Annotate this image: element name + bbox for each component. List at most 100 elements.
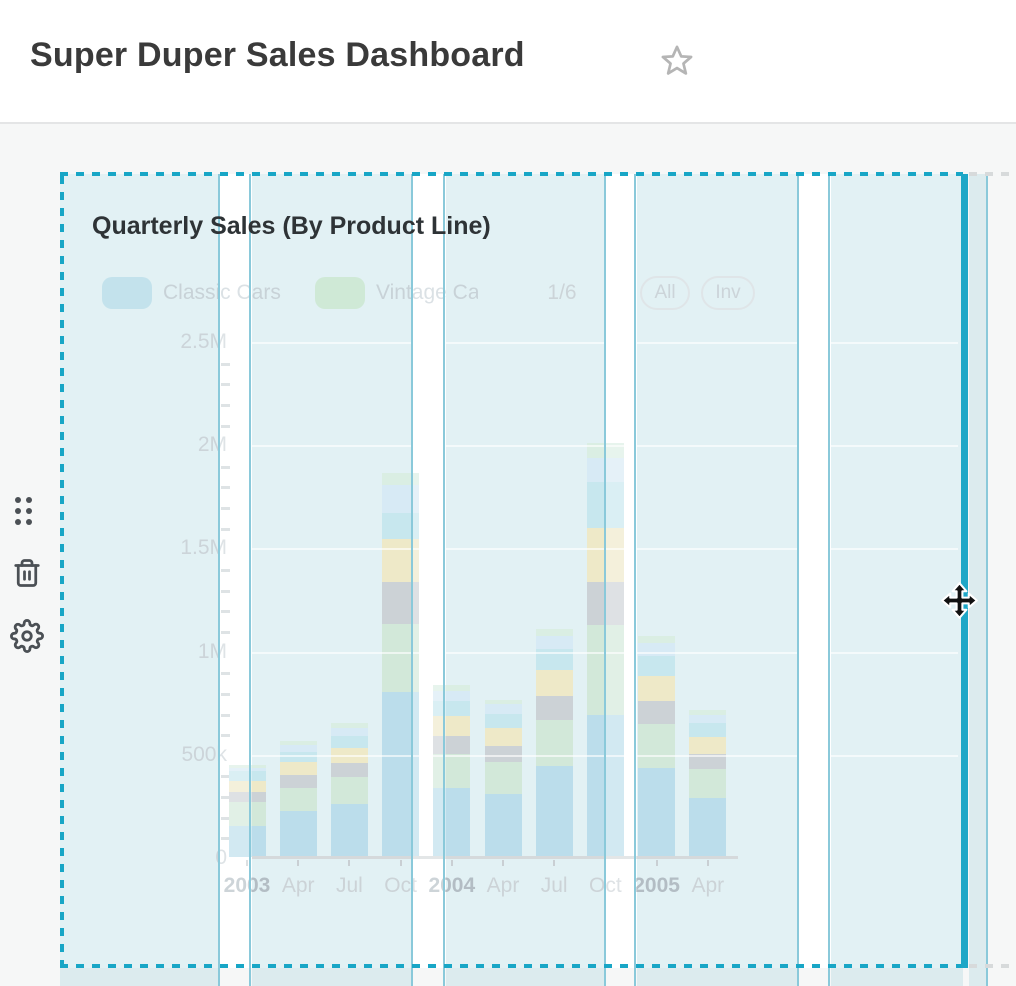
grid-column-line: [443, 174, 445, 986]
legend-swatch[interactable]: [102, 277, 152, 309]
card-resize-edge[interactable]: [961, 174, 968, 968]
bar-segment[interactable]: [433, 754, 470, 789]
bar-segment[interactable]: [485, 699, 522, 705]
bar-segment[interactable]: [280, 775, 317, 788]
legend-item-label[interactable]: Vintage Ca: [376, 281, 478, 304]
bar-segment[interactable]: [280, 787, 317, 811]
legend-item-label[interactable]: Classic Cars: [163, 281, 281, 304]
x-axis-label: Apr: [691, 874, 725, 897]
bar-segment[interactable]: [689, 769, 726, 799]
bar-segment[interactable]: [331, 723, 368, 728]
y-axis-minor-tick: [221, 403, 230, 407]
bar-segment[interactable]: [433, 685, 470, 691]
bar-segment[interactable]: [689, 723, 726, 737]
x-axis-tick: [348, 860, 351, 866]
x-axis-label: 2003: [223, 874, 271, 897]
bar-segment[interactable]: [382, 473, 419, 486]
bar-segment[interactable]: [638, 655, 675, 676]
bar-segment[interactable]: [485, 727, 522, 746]
x-axis-label: Apr: [486, 874, 520, 897]
bar-segment[interactable]: [280, 810, 317, 857]
page-title: Super Duper Sales Dashboard: [30, 36, 525, 74]
bar-segment[interactable]: [689, 710, 726, 715]
grid-gutter: [797, 174, 831, 968]
bar-segment[interactable]: [689, 798, 726, 857]
grid-gutter: [218, 174, 252, 968]
bar-segment[interactable]: [280, 741, 317, 745]
y-axis-minor-tick: [221, 589, 230, 593]
bar-segment[interactable]: [485, 794, 522, 857]
bar-segment[interactable]: [536, 720, 573, 766]
bar-segment[interactable]: [638, 768, 675, 857]
bar-segment[interactable]: [485, 745, 522, 763]
card-border-top: [60, 172, 963, 176]
bar-segment[interactable]: [331, 762, 368, 777]
bar-segment[interactable]: [536, 696, 573, 721]
bar-segment[interactable]: [638, 675, 675, 701]
y-axis-minor-tick: [221, 775, 230, 779]
bar-segment[interactable]: [331, 803, 368, 857]
y-axis-minor-tick: [221, 837, 230, 841]
bar-segment[interactable]: [229, 792, 266, 803]
bar-segment[interactable]: [229, 765, 266, 768]
bar-segment[interactable]: [229, 767, 266, 772]
bar-segment[interactable]: [229, 771, 266, 782]
y-axis-minor-tick: [221, 672, 230, 676]
bookmark-star-icon[interactable]: [659, 43, 695, 79]
bar-segment[interactable]: [485, 762, 522, 795]
bar-segment[interactable]: [536, 649, 573, 670]
bar-segment[interactable]: [433, 690, 470, 701]
card-title: Quarterly Sales (By Product Line): [92, 212, 491, 240]
y-axis-minor-tick: [221, 734, 230, 738]
x-axis-tick: [450, 860, 453, 866]
legend-action-inv[interactable]: Inv: [701, 276, 755, 310]
bar-segment[interactable]: [433, 700, 470, 717]
bar-segment[interactable]: [536, 635, 573, 650]
bar-segment[interactable]: [536, 765, 573, 857]
bar-segment[interactable]: [638, 700, 675, 725]
bar-segment[interactable]: [689, 753, 726, 770]
bar-segment[interactable]: [229, 781, 266, 793]
x-axis-tick: [399, 860, 402, 866]
bar-segment[interactable]: [485, 713, 522, 728]
bar-segment[interactable]: [331, 776, 368, 804]
grid-column-band: [831, 174, 963, 986]
bar-segment[interactable]: [638, 642, 675, 656]
bar-segment[interactable]: [433, 736, 470, 755]
bar-segment[interactable]: [638, 724, 675, 769]
bar-segment[interactable]: [638, 635, 675, 643]
legend-action-all[interactable]: All: [640, 276, 690, 310]
bar-segment[interactable]: [229, 826, 266, 857]
bar-segment[interactable]: [689, 736, 726, 754]
grid-gutter: [411, 174, 446, 968]
bar-segment[interactable]: [280, 751, 317, 763]
y-axis-label: 2M: [197, 433, 227, 457]
x-axis-tick: [655, 860, 658, 866]
grid-column-line: [218, 174, 220, 986]
grid-row-outline-bottom: [969, 964, 1016, 968]
bar-segment[interactable]: [229, 802, 266, 827]
bar-segment[interactable]: [331, 727, 368, 736]
delete-card-button[interactable]: [12, 556, 42, 590]
x-axis-tick: [297, 860, 300, 866]
card-settings-button[interactable]: [10, 619, 44, 653]
bar-segment[interactable]: [689, 714, 726, 724]
x-axis-tick: [553, 860, 556, 866]
y-axis-label: 1.5M: [180, 536, 227, 560]
bar-segment[interactable]: [433, 788, 470, 857]
grid-column-band: [60, 174, 218, 986]
bar-segment[interactable]: [433, 716, 470, 737]
bar-segment[interactable]: [536, 670, 573, 697]
bar-segment[interactable]: [280, 744, 317, 752]
x-axis-label: Apr: [281, 874, 315, 897]
bar-segment[interactable]: [536, 628, 573, 636]
bar-segment[interactable]: [280, 762, 317, 776]
bar-segment[interactable]: [485, 704, 522, 714]
legend-swatch[interactable]: [315, 277, 365, 309]
bar-segment[interactable]: [331, 735, 368, 748]
grid-column-line: [634, 174, 636, 986]
y-axis-minor-tick: [221, 527, 230, 531]
x-axis-tick: [502, 860, 504, 866]
grid-column-band: [446, 174, 604, 986]
drag-handle-icon[interactable]: [15, 497, 41, 527]
